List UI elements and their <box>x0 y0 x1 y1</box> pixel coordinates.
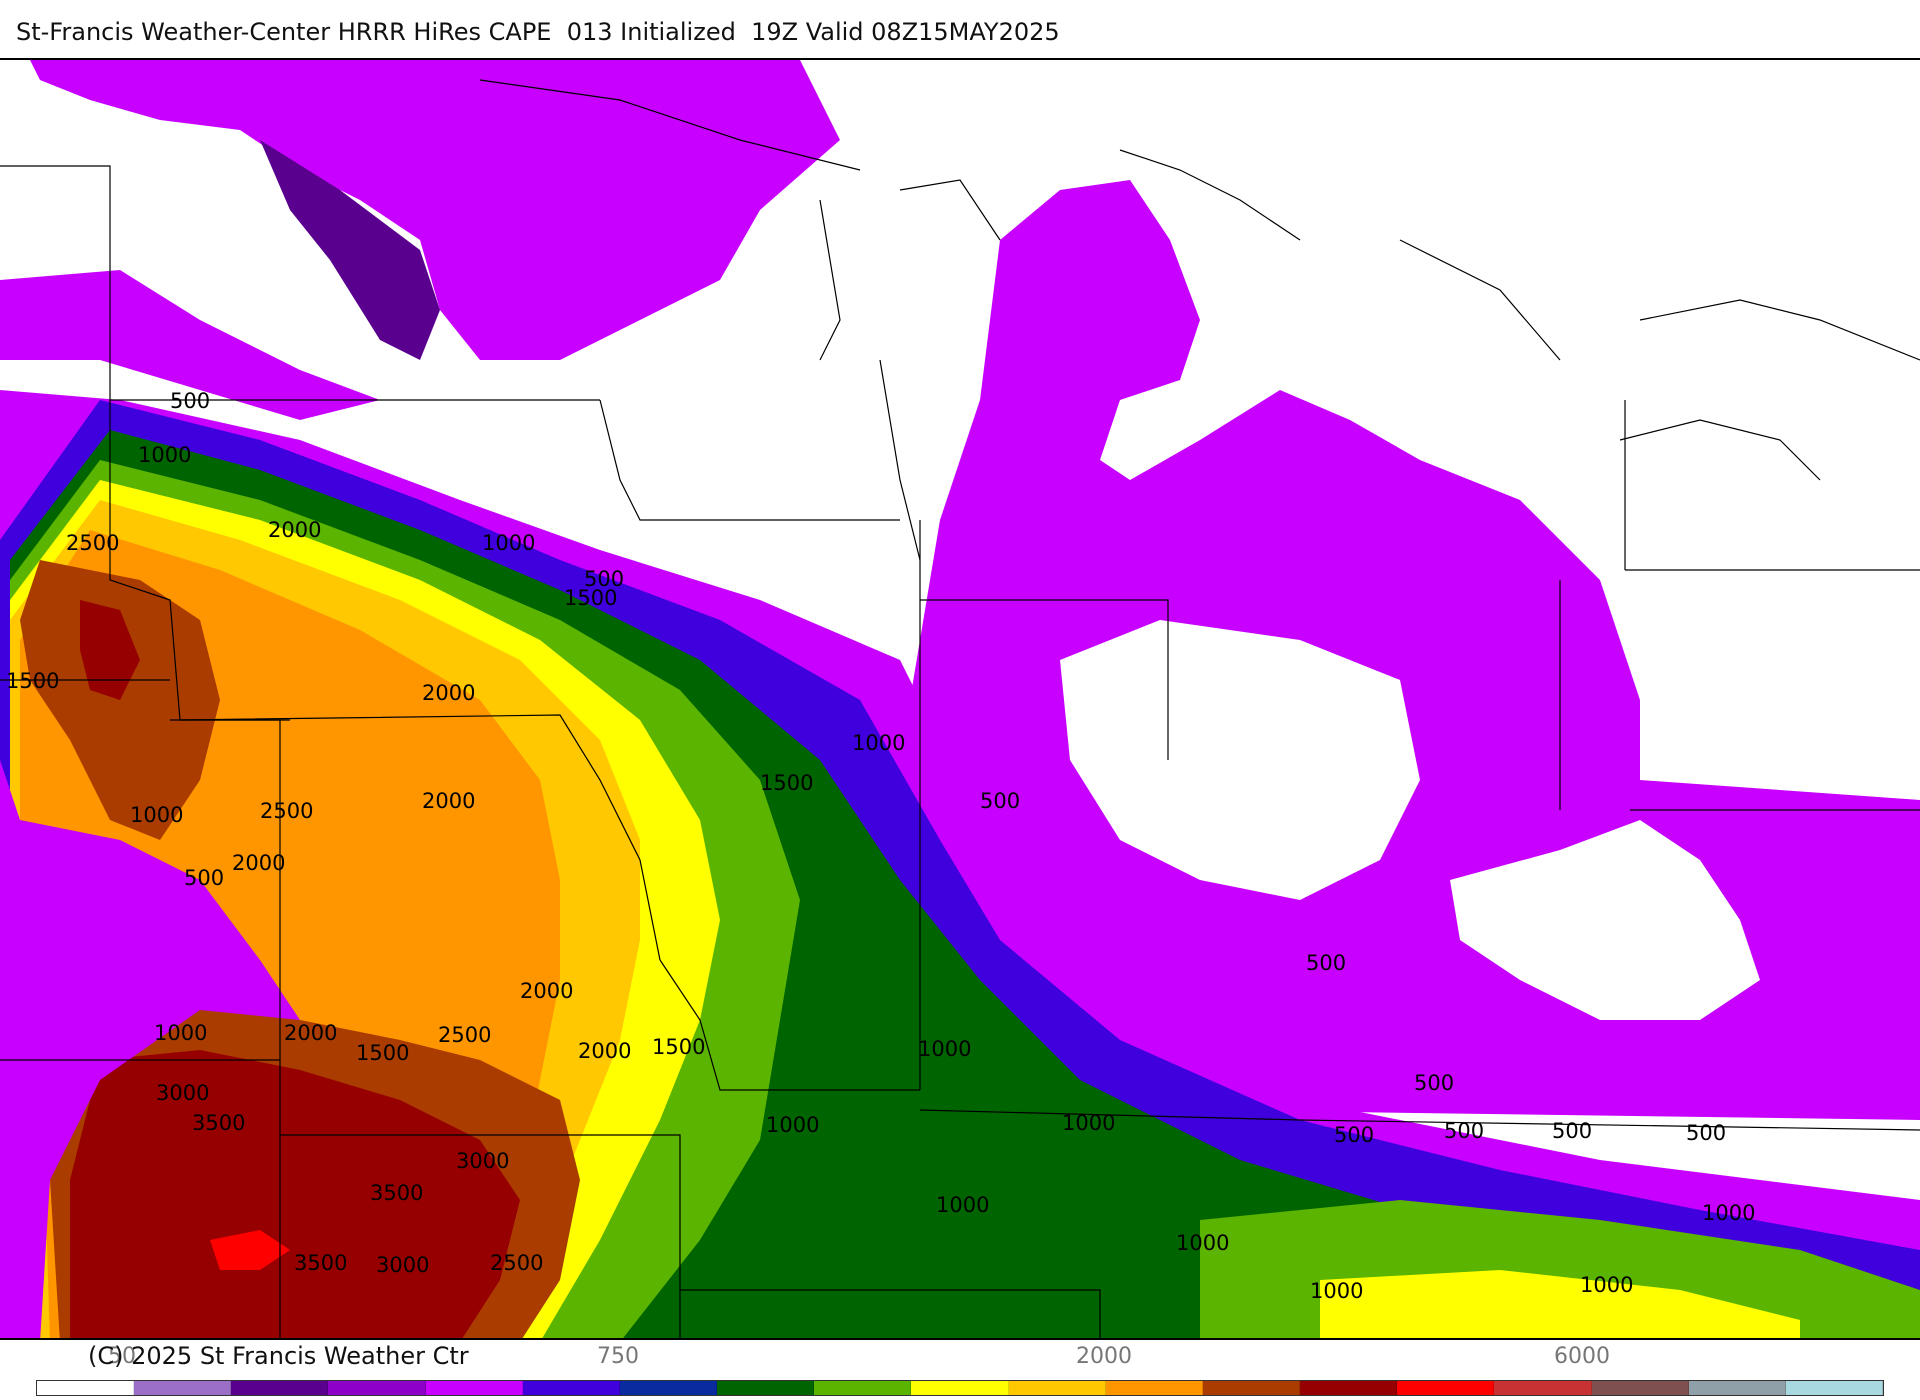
colorbar-swatch <box>717 1381 815 1395</box>
contour-label: 2000 <box>578 1039 631 1063</box>
contour-label: 500 <box>1306 951 1346 975</box>
contour-label: 1000 <box>1176 1231 1229 1255</box>
contour-label: 2000 <box>422 681 475 705</box>
colorbar-swatch <box>37 1381 135 1395</box>
colorbar-tick: 750 <box>597 1344 639 1369</box>
colorbar-swatch <box>1300 1381 1398 1395</box>
cape-region-north-fringe <box>0 270 380 420</box>
contour-label: 1500 <box>564 586 617 610</box>
colorbar-swatch <box>328 1381 426 1395</box>
cape-region-west-3000 <box>80 600 140 700</box>
cape-region-north <box>30 60 840 360</box>
colorbar-swatch <box>619 1381 718 1395</box>
contour-label: 2500 <box>66 531 119 555</box>
contour-label: 2000 <box>232 851 285 875</box>
contour-label: 1500 <box>760 771 813 795</box>
contour-label: 2000 <box>422 789 475 813</box>
cape-map[interactable]: 500 1000 2500 2000 1000 500 1500 1500 20… <box>0 58 1920 1340</box>
boundary-lines <box>0 79 1920 1338</box>
contour-label: 1500 <box>6 669 59 693</box>
contour-label: 3500 <box>370 1181 423 1205</box>
contour-label: 500 <box>584 567 624 591</box>
contour-label: 1500 <box>356 1041 409 1065</box>
contour-label: 1000 <box>766 1113 819 1137</box>
cape-region-southeast-1750 <box>1320 1270 1800 1338</box>
colorbar-swatch <box>1202 1381 1301 1395</box>
contour-label: 2000 <box>284 1021 337 1045</box>
contour-label: 1000 <box>1580 1273 1633 1297</box>
colorbar-swatch <box>1688 1381 1786 1395</box>
colorbar-swatch <box>231 1381 329 1395</box>
colorbar-tick: 50 <box>108 1344 136 1369</box>
cape-region-south-3000 <box>70 1050 520 1338</box>
colorbar-swatch <box>1785 1381 1883 1395</box>
contour-label: 3000 <box>376 1253 429 1277</box>
contour-label: 3000 <box>156 1081 209 1105</box>
contour-label: 1000 <box>1062 1111 1115 1135</box>
contour-label: 500 <box>170 389 210 413</box>
contour-label: 2500 <box>260 799 313 823</box>
contour-label: 2500 <box>438 1023 491 1047</box>
contour-label: 500 <box>1552 1119 1592 1143</box>
cape-region-west-fringe <box>0 760 300 1338</box>
colorbar-tick: 6000 <box>1554 1344 1610 1369</box>
colorbar-swatch <box>1008 1381 1106 1395</box>
contour-label: 2000 <box>268 518 321 542</box>
contour-label: 1000 <box>138 443 191 467</box>
contour-label: 500 <box>184 866 224 890</box>
contour-labels: 500 1000 2500 2000 1000 500 1500 1500 20… <box>6 389 1755 1303</box>
contour-label: 500 <box>980 789 1020 813</box>
contour-label: 2000 <box>520 979 573 1003</box>
contour-label: 1000 <box>482 531 535 555</box>
contour-label: 500 <box>1414 1071 1454 1095</box>
contour-label: 1500 <box>652 1035 705 1059</box>
contour-label: 1000 <box>918 1037 971 1061</box>
contour-label: 3500 <box>294 1251 347 1275</box>
colorbar-swatch <box>1105 1381 1203 1395</box>
colorbar-tick: 2000 <box>1076 1344 1132 1369</box>
cape-region-north-edge <box>260 140 440 360</box>
contour-label: 3000 <box>456 1149 509 1173</box>
cape-region-east-hole <box>1450 820 1760 1020</box>
copyright: (C) 2025 St Francis Weather Ctr <box>88 1342 469 1370</box>
colorbar-swatch <box>1494 1381 1592 1395</box>
colorbar-swatch <box>425 1381 523 1395</box>
title-bar: St-Francis Weather-Center HRRR HiRes CAP… <box>0 0 1920 58</box>
contour-label: 3500 <box>192 1111 245 1135</box>
contour-label: 1000 <box>1310 1279 1363 1303</box>
contour-label: 500 <box>1686 1121 1726 1145</box>
colorbar-swatch <box>1397 1381 1495 1395</box>
colorbar <box>36 1380 1884 1396</box>
contour-label: 1000 <box>154 1021 207 1045</box>
colorbar-swatch <box>134 1381 232 1395</box>
colorbar-swatch <box>1591 1381 1689 1395</box>
contour-label: 500 <box>1334 1123 1374 1147</box>
legend-bar: (C) 2025 St Francis Weather Ctr 50 750 2… <box>0 1340 1920 1400</box>
cape-map-svg: 500 1000 2500 2000 1000 500 1500 1500 20… <box>0 60 1920 1338</box>
contour-label: 1000 <box>936 1193 989 1217</box>
colorbar-swatch <box>911 1381 1009 1395</box>
map-title: St-Francis Weather-Center HRRR HiRes CAP… <box>16 18 1060 46</box>
contour-label: 1000 <box>1702 1201 1755 1225</box>
contour-label: 2500 <box>490 1251 543 1275</box>
colorbar-swatch <box>814 1381 912 1395</box>
contour-label: 1000 <box>852 731 905 755</box>
contour-label: 500 <box>1444 1119 1484 1143</box>
cape-region-south-peak <box>210 1230 290 1270</box>
cape-region-lake-hole <box>1060 620 1420 900</box>
colorbar-swatch <box>522 1381 620 1395</box>
contour-label: 1000 <box>130 803 183 827</box>
